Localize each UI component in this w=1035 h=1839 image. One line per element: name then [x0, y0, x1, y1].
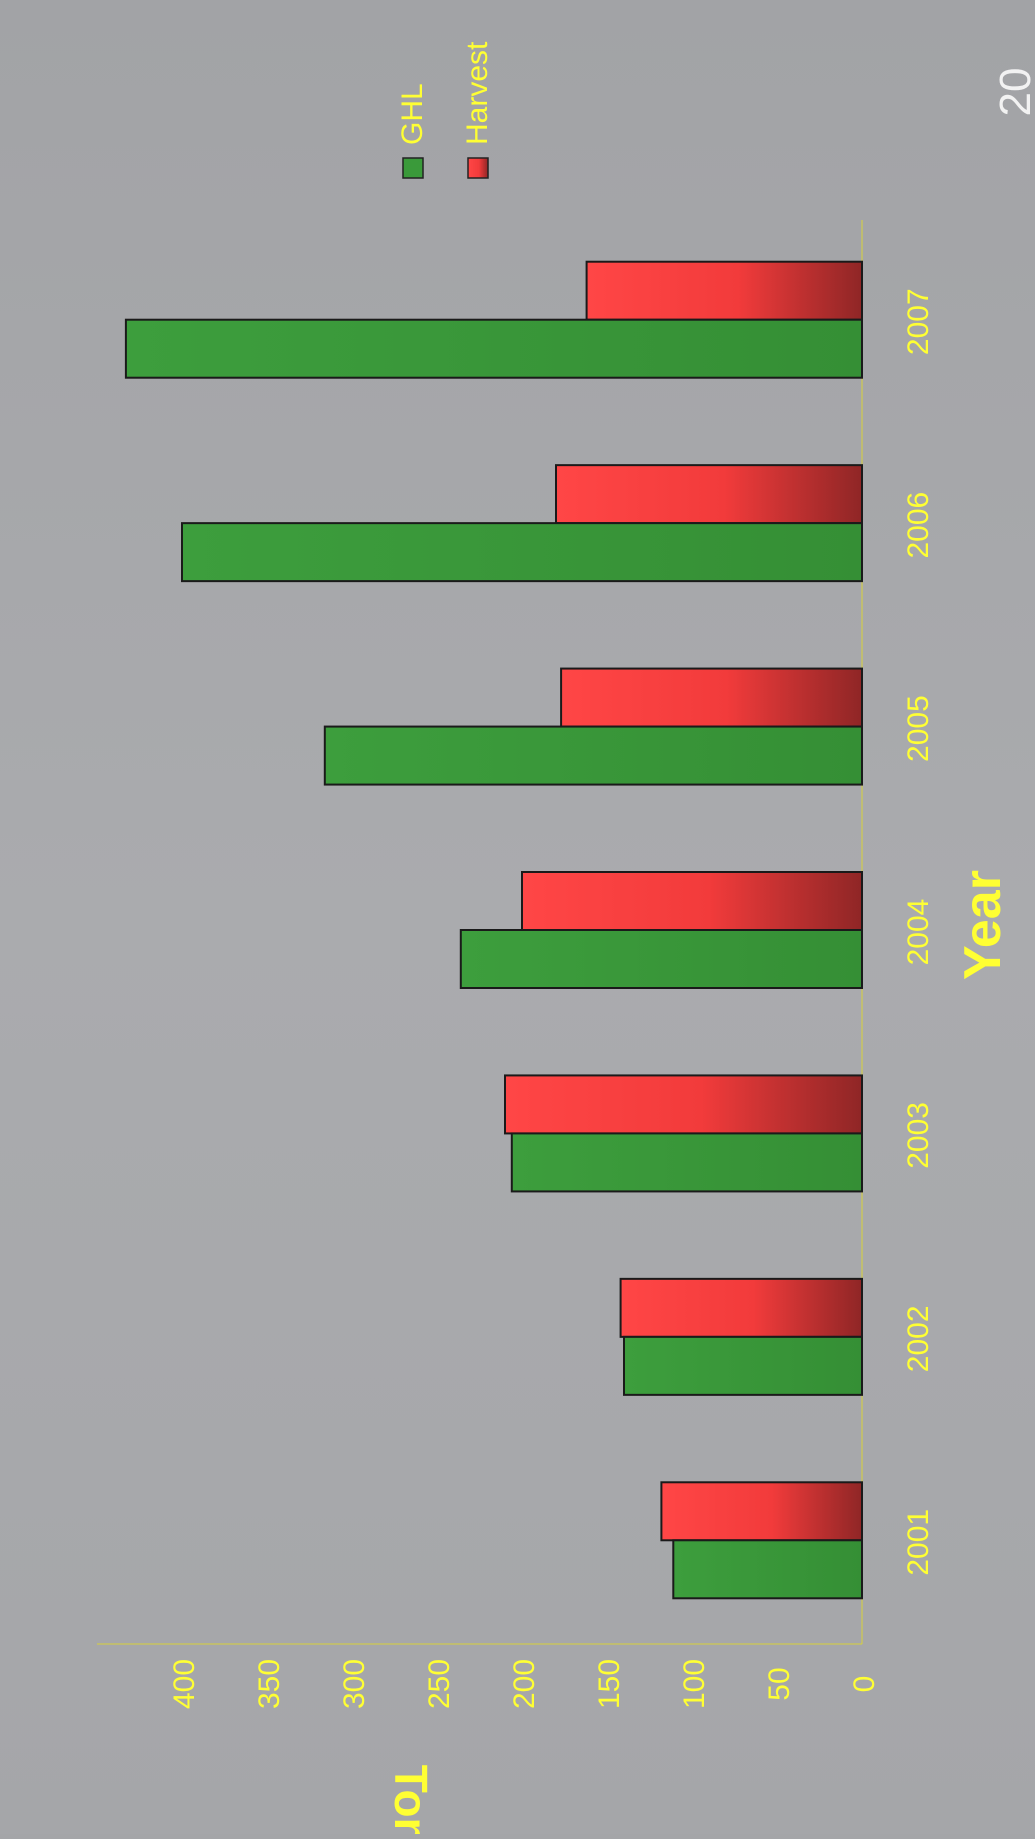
x-tick-label-2005: 2005 [902, 695, 935, 762]
bar-harvest-2006 [555, 464, 863, 525]
bar-ghl-2003 [510, 1132, 863, 1193]
legend-label-ghl: GHL [396, 83, 429, 145]
x-tick-label-2006: 2006 [902, 492, 935, 559]
page-number: 20 [991, 68, 1035, 117]
x-tick-label-2004: 2004 [902, 899, 935, 966]
x-tick-label-2002: 2002 [902, 1305, 935, 1372]
y-axis-title: Tons [385, 1765, 437, 1834]
tick-labels: 0 50 100 150 200 250 300 350 400 2001 2002 2003 2004… [168, 288, 935, 1709]
bar-ghl-2005 [323, 725, 863, 786]
legend: GHL Harvest [396, 41, 494, 179]
y-tick-label-200: 200 [508, 1659, 541, 1709]
bar-ghl-2004 [459, 929, 863, 989]
bar-harvest-2007 [585, 260, 863, 321]
legend-swatch-harvest [467, 157, 489, 179]
x-tick-label-2001: 2001 [902, 1509, 935, 1576]
bar-ghl-2002 [623, 1335, 863, 1396]
x-tick-label-2003: 2003 [902, 1102, 935, 1169]
legend-label-harvest: Harvest [461, 41, 494, 145]
y-tick-label-100: 100 [678, 1659, 711, 1709]
legend-swatch-ghl [402, 157, 424, 179]
bars [124, 260, 864, 1600]
bar-ghl-2006 [181, 522, 863, 583]
bar-harvest-2005 [560, 667, 863, 728]
y-tick-label-300: 300 [338, 1659, 371, 1709]
y-tick-label-400: 400 [168, 1659, 201, 1709]
bar-ghl-2001 [672, 1539, 863, 1600]
bar-harvest-2003 [504, 1074, 863, 1135]
y-tick-label-150: 150 [593, 1659, 626, 1709]
bar-ghl-2007 [124, 318, 863, 379]
bar-harvest-2001 [660, 1481, 864, 1542]
y-tick-label-250: 250 [423, 1659, 456, 1709]
y-tick-label-50: 50 [763, 1667, 796, 1700]
bar-harvest-2004 [521, 871, 863, 931]
x-axis-title: Year [954, 870, 1012, 980]
x-tick-label-2007: 2007 [902, 288, 935, 355]
y-tick-label-350: 350 [253, 1659, 286, 1709]
bar-harvest-2002 [619, 1277, 863, 1338]
y-tick-label-0: 0 [848, 1676, 881, 1693]
